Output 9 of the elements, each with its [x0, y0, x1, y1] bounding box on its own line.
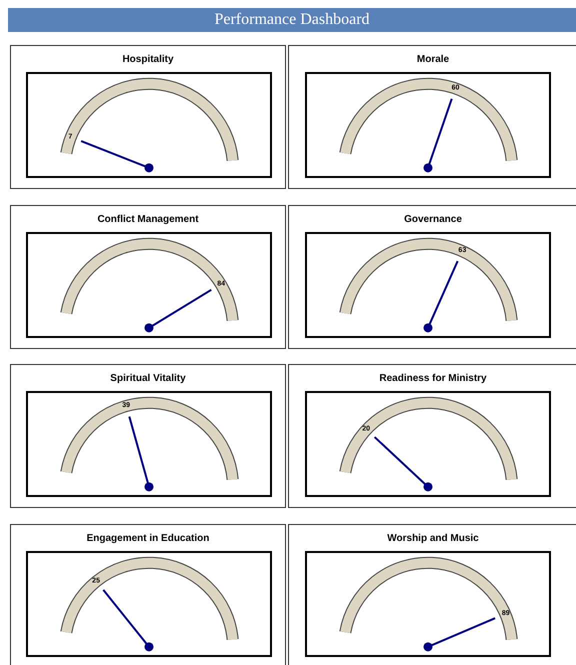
text: Spiritual Vitality	[109, 373, 187, 384]
text: Readiness for Ministry	[378, 373, 488, 384]
text: Conflict Management	[96, 214, 200, 225]
text: Worship and Music	[386, 533, 480, 544]
text: Governance	[403, 214, 463, 225]
text: Performance Dashboard	[8, 8, 576, 32]
text: Engagement in Education	[86, 533, 210, 544]
text: Morale	[416, 54, 450, 65]
text: Hospitality	[121, 54, 175, 65]
